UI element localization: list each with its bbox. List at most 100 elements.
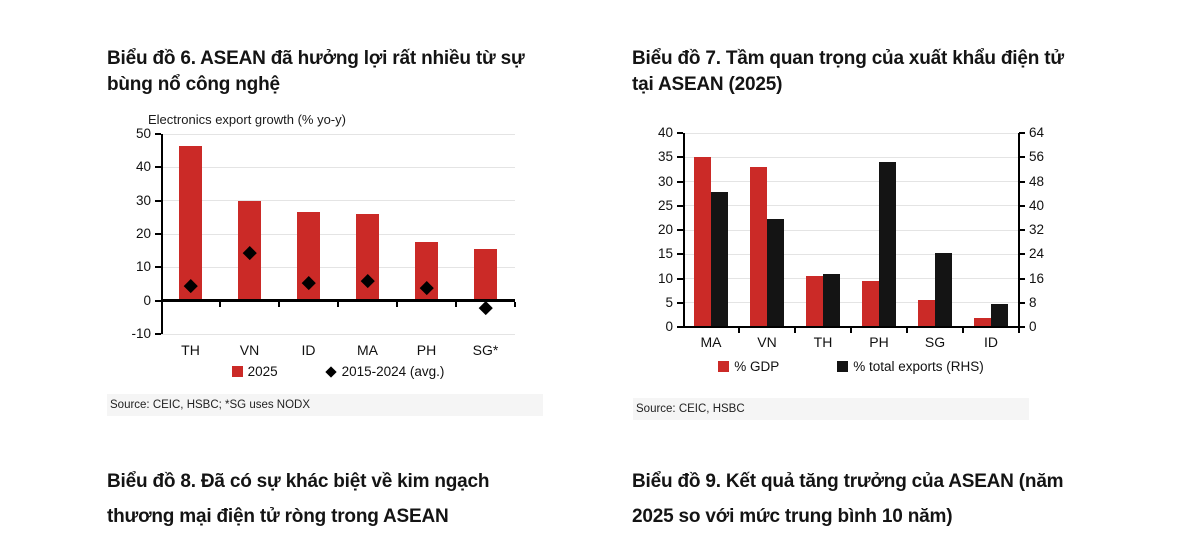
gridline <box>683 156 1019 158</box>
legend-item-% total exports (RHS): % total exports (RHS) <box>837 359 984 374</box>
gridline <box>683 253 1019 255</box>
gridline <box>683 278 1019 279</box>
bar-% total exports (RHS)-SG <box>935 252 952 327</box>
right-axis-tick <box>1019 326 1025 328</box>
y-axis-tick <box>155 233 161 235</box>
legend-square-icon <box>231 366 243 377</box>
right-axis-label: 56 <box>1029 149 1045 165</box>
x-axis-tick <box>962 328 964 333</box>
y-axis-tick <box>677 253 683 256</box>
y-axis-label: -10 <box>131 326 151 341</box>
bar-% GDP-PH <box>862 280 879 327</box>
chart6-heading: Biểu đồ 6. ASEAN đã hưởng lợi rất nhiều … <box>107 47 525 95</box>
legend-square-icon <box>718 361 730 372</box>
y-axis-tick <box>677 132 683 134</box>
bar-% total exports (RHS)-MA <box>711 192 728 327</box>
x-axis-tick <box>278 301 280 307</box>
legend-item-% GDP: % GDP <box>718 359 779 374</box>
y-axis-label: 20 <box>657 222 673 237</box>
gridline <box>683 181 1019 182</box>
x-category-label: VN <box>239 342 260 358</box>
right-axis-label: 16 <box>1029 270 1045 286</box>
right-axis-label: 64 <box>1029 125 1045 140</box>
y-axis-label: 20 <box>135 226 151 241</box>
y-axis-label: 40 <box>135 159 151 175</box>
legend-label: % total exports (RHS) <box>853 359 984 374</box>
chart9-heading: Biểu đồ 9. Kết quả tăng trưởng của ASEAN… <box>632 470 1064 527</box>
right-axis-tick <box>1019 156 1025 159</box>
x-axis-tick <box>794 328 796 333</box>
y-axis-label: 15 <box>657 246 673 262</box>
y-axis-tick <box>677 180 683 183</box>
bar-2025-ID <box>297 212 320 301</box>
y-axis-tick <box>677 301 683 304</box>
bar-% total exports (RHS)-ID <box>991 304 1008 327</box>
right-axis-tick <box>1019 229 1025 231</box>
x-axis-tick <box>396 301 398 307</box>
y-axis-tick <box>155 133 161 135</box>
gridline <box>161 266 515 268</box>
x-category-label: MA <box>700 334 722 350</box>
chart6: Electronics export growth (% yo-y) 50 40 3… <box>110 103 550 393</box>
x-axis-tick <box>906 328 908 333</box>
bar-% GDP-SG <box>918 300 935 327</box>
y-axis-tick <box>677 156 683 159</box>
y-axis-tick <box>155 333 161 335</box>
x-category-label: SG* <box>472 342 499 358</box>
legend-item-2025: 2025 <box>231 364 278 379</box>
gridline <box>683 132 1019 134</box>
chart6-plot: 50 40 30 20 10 0 -10 <box>131 126 516 341</box>
right-axis-tick <box>1019 204 1025 207</box>
x-axis-baseline <box>683 325 1019 329</box>
right-axis-label: 48 <box>1029 173 1045 189</box>
chart7-x-labels: MA VN TH PH SG ID <box>683 334 1019 350</box>
chart6-source: Source: CEIC, HSBC; *SG uses NODX <box>107 394 543 416</box>
bar-% GDP-ID <box>974 318 991 327</box>
bar-2025-SG* <box>474 249 497 301</box>
y-axis-tick <box>155 299 161 302</box>
right-axis-label: 24 <box>1029 246 1045 262</box>
right-axis-tick <box>1019 132 1025 134</box>
chart7: 40 35 30 25 20 15 10 5 0 64 56 48 40 32 24 16 8 0 MA VN TH P… <box>633 103 1083 393</box>
marker-2015-2024 (avg.)-SG* <box>478 300 493 315</box>
legend-diamond-icon <box>324 365 337 378</box>
legend-square-icon <box>837 361 849 372</box>
y-axis-label: 0 <box>665 319 673 334</box>
legend-label: % GDP <box>734 359 780 374</box>
right-axis-label: 32 <box>1029 222 1045 237</box>
x-category-label: TH <box>813 334 833 350</box>
chart7-source: Source: CEIC, HSBC <box>633 398 1029 420</box>
y-axis-tick <box>677 204 683 207</box>
x-category-label: TH <box>181 342 200 358</box>
right-axis-tick <box>1019 301 1025 304</box>
gridline <box>161 233 515 235</box>
gridline <box>683 205 1019 207</box>
y-axis-tick <box>155 266 161 269</box>
chart6-source-text: Source: CEIC, HSBC; *SG uses NODX <box>110 399 311 411</box>
chart7-plot: 40 35 30 25 20 15 10 5 0 64 56 48 40 32 24 16 8 0 <box>658 125 1044 334</box>
gridline <box>161 133 515 135</box>
chart7-source-text: Source: CEIC, HSBC <box>636 403 745 415</box>
legend-label: 2025 <box>247 364 278 379</box>
chart6-legend: 2025 2015-2024 (avg.) <box>161 364 515 379</box>
x-category-label: ID <box>301 342 316 358</box>
x-axis-tick <box>514 301 516 307</box>
legend-label: 2015-2024 (avg.) <box>341 364 445 379</box>
x-category-label: PH <box>869 334 889 350</box>
gridline <box>161 333 515 335</box>
gridline <box>683 229 1019 231</box>
y-axis-label: 10 <box>135 259 151 275</box>
gridline <box>683 302 1019 304</box>
y-axis-label: 0 <box>143 292 151 308</box>
y-axis-tick <box>677 326 683 328</box>
right-axis-label: 0 <box>1029 319 1037 334</box>
x-category-label: SG <box>924 334 946 350</box>
bar-2025-TH <box>179 145 202 301</box>
x-axis-tick <box>337 301 339 307</box>
y-axis-line <box>161 134 163 334</box>
x-axis-tick <box>455 301 457 307</box>
chart7-legend: % GDP % total exports (RHS) <box>683 359 1019 374</box>
chart8-heading: Biểu đồ 8. Đã có sự khác biệt về kim ngạ… <box>107 470 490 527</box>
x-category-label: PH <box>416 342 437 358</box>
